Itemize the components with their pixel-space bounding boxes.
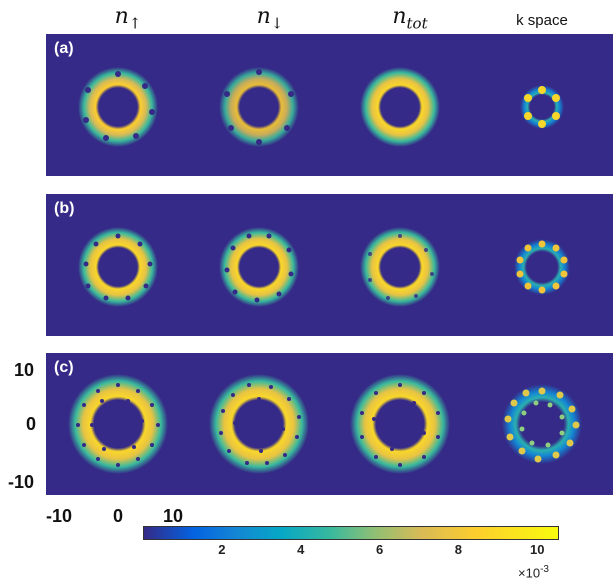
x-tick-middle: 0 (113, 506, 124, 526)
colorbar (143, 526, 559, 540)
subplot-b-n-tot (328, 194, 469, 336)
column-title-n-tot: ntot (350, 4, 470, 32)
subplot-a-n-down (187, 34, 328, 176)
colorbar-tick: 8 (454, 542, 463, 557)
y-tick-top: 10 (14, 360, 35, 380)
n-up-base: n (114, 4, 129, 29)
colorbar-tick: 10 (530, 542, 545, 557)
y-tick-bottom: -10 (8, 472, 35, 492)
column-title-kspace: k space (516, 12, 568, 29)
x-tick-left: -10 (46, 506, 73, 526)
subplot-a-n-tot (328, 34, 469, 176)
row-panel-b: (b) (46, 194, 613, 336)
subplot-a-n-up (46, 34, 187, 176)
n-up-sub: ↑ (128, 14, 142, 33)
panel-label-c: (c) (54, 359, 74, 376)
panel-label-b: (b) (54, 200, 75, 217)
subplot-c-kspace (470, 353, 611, 495)
y-tick-middle: 0 (26, 414, 37, 434)
n-down-base: n (256, 4, 271, 29)
subplot-b-kspace (470, 194, 611, 336)
subplot-b-n-up (46, 194, 187, 336)
subplot-c-n-tot (328, 353, 469, 495)
colorbar-multiplier-exp: -3 (540, 564, 549, 575)
colorbar-tick: 6 (375, 542, 384, 557)
colorbar-multiplier: ×10-3 (518, 564, 549, 580)
x-tick-right: 10 (163, 506, 184, 526)
column-title-n-down: n↓ (210, 4, 330, 32)
colorbar-tick: 4 (297, 542, 305, 557)
column-title-n-up: n↑ (68, 4, 188, 32)
subplot-a-kspace (470, 34, 611, 176)
colorbar-multiplier-base: ×10 (518, 565, 541, 580)
n-tot-base: n (392, 4, 407, 29)
subplot-c-n-down (187, 353, 328, 495)
n-tot-sub: tot (406, 14, 428, 33)
n-down-sub: ↓ (270, 14, 284, 33)
row-panel-a: (a) (46, 34, 613, 176)
row-panel-c: (c) (46, 353, 613, 495)
panel-label-a: (a) (54, 40, 74, 57)
subplot-b-n-down (187, 194, 328, 336)
colorbar-tick: 2 (218, 542, 226, 557)
subplot-c-n-up (46, 353, 187, 495)
